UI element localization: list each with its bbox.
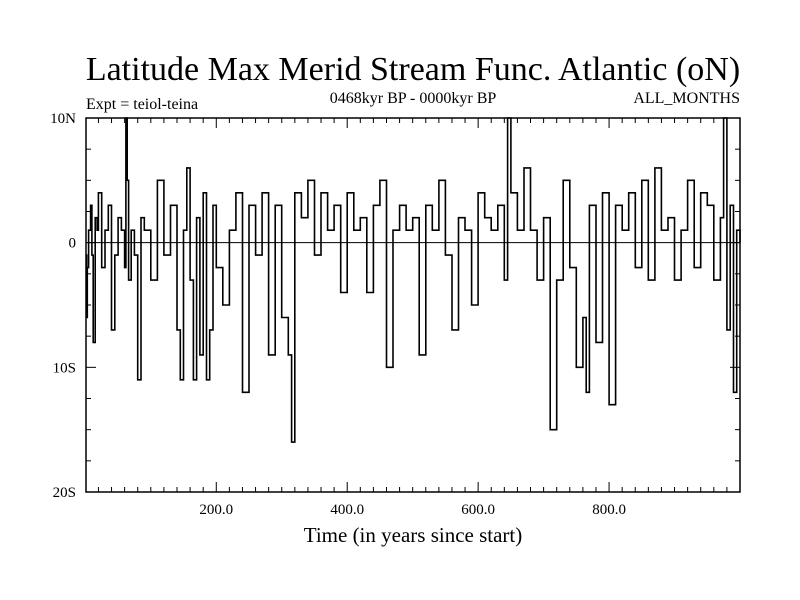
chart-subtitle-period: 0468kyr BP - 0000kyr BP	[330, 90, 497, 107]
plot-area: 200.0 400.0 600.0 800.0 10N 0 10S 20S	[50, 111, 741, 518]
y-tick-label: 10S	[53, 360, 76, 376]
y-tick-label: 20S	[53, 485, 76, 501]
chart-subtitle-experiment: Expt = teiol-teina	[86, 96, 198, 113]
series-line-1	[85, 117, 741, 443]
x-axis-label: Time (in years since start)	[304, 523, 523, 547]
x-tick-label: 400.0	[330, 502, 364, 518]
y-tick-label: 10N	[50, 111, 76, 127]
x-tick-label: 600.0	[461, 502, 495, 518]
x-tick-label: 200.0	[199, 502, 233, 518]
chart-title: Latitude Max Merid Stream Func. Atlantic…	[86, 51, 740, 88]
x-tick-label: 800.0	[592, 502, 626, 518]
chart-subtitle-months: ALL_MONTHS	[633, 90, 740, 107]
y-tick-label: 0	[69, 236, 77, 252]
